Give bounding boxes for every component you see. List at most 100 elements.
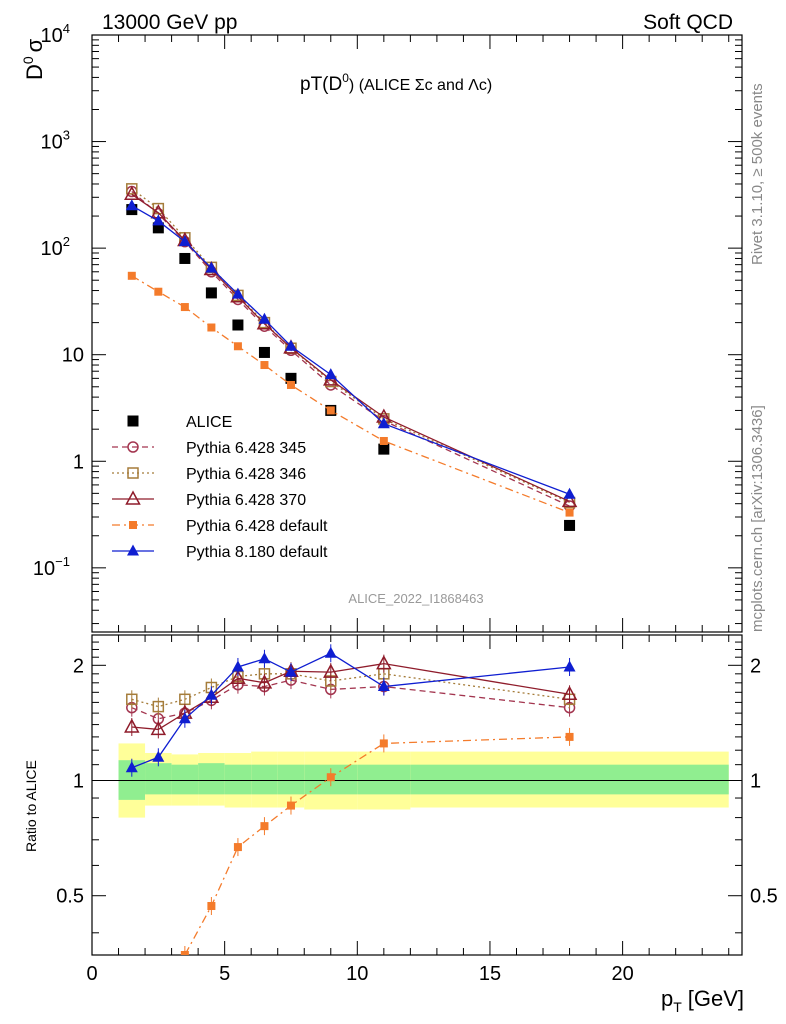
x-tick-label: 20 (611, 963, 633, 985)
main-y-tick-label-base: 10 (41, 132, 63, 154)
point-alice (179, 252, 191, 264)
point-p8 (125, 199, 138, 211)
ratio-point-p8 (284, 665, 297, 677)
header-left: 13000 GeV pp (102, 11, 237, 34)
point-pdefault (565, 508, 574, 517)
ratio-ylabel: Ratio to ALICE (23, 760, 39, 852)
side-text-rivet: Rivet 3.1.10, ≥ 500k events (749, 83, 766, 265)
ratio-y-tick-label-right: 1 (750, 771, 761, 793)
ratio-band-inner (357, 764, 411, 795)
ratio-y-tick-label: 2 (73, 655, 84, 677)
legend-marker-alice (127, 415, 139, 427)
legend-label-p370: Pythia 6.428 370 (186, 492, 306, 509)
x-tick-label: 15 (479, 963, 501, 985)
point-alice (205, 287, 217, 299)
ratio-point-pdefault (260, 822, 269, 831)
ratio-point-p8 (563, 660, 576, 672)
legend-label-pdefault: Pythia 6.428 default (186, 518, 328, 535)
point-p346 (126, 183, 138, 195)
main-y-tick-label-base: 10 (41, 25, 63, 47)
ratio-point-p8 (125, 761, 138, 773)
main-y-tick-label-exp: −1 (55, 554, 70, 569)
ratio-y-tick-label: 1 (73, 771, 84, 793)
main-title: pT(D0) (ALICE Σc and Λc) (300, 71, 492, 95)
ratio-band-inner (224, 764, 252, 795)
point-p370 (561, 492, 578, 508)
point-alice (232, 319, 244, 331)
x-tick-label: 0 (86, 963, 97, 985)
ratio-line-p370 (131, 662, 570, 731)
ratio-band-inner (171, 764, 199, 795)
point-pdefault (180, 303, 189, 312)
main-title-rest: ) (ALICE Σc and Λc) (349, 77, 492, 94)
main-y-tick-label-base: 10 (41, 238, 63, 260)
ratio-band-inner (198, 763, 225, 795)
ratio-band-inner (277, 764, 305, 795)
ratio-point-pdefault (286, 801, 295, 810)
ratio-point-p8 (377, 680, 390, 692)
ratio-frame (91, 634, 743, 956)
point-p8 (324, 368, 337, 380)
ratio-band-inner (145, 763, 172, 795)
ratio-line-p345 (131, 679, 570, 720)
main-ylabel-sigma: σ (22, 38, 47, 52)
x-tick-label: 5 (219, 963, 230, 985)
point-alice (258, 346, 270, 358)
ratio-point-pdefault (565, 732, 574, 741)
legend: ALICE Pythia 6.428 345 Pythia 6.428 346 Pyt… (112, 414, 328, 561)
point-p8 (152, 214, 165, 226)
point-p8 (258, 312, 271, 324)
point-pdefault (286, 380, 295, 389)
ratio-panel: 0 5 10 15 20 0.5 0.5 1 1 2 2 (56, 634, 778, 1022)
ratio-band-inner (251, 764, 278, 795)
ratio-point-pdefault (128, 1014, 136, 1022)
point-alice (378, 443, 390, 455)
ratio-point-p370 (561, 685, 578, 701)
ratio-point-p8 (231, 660, 244, 672)
ratio-point-p370 (256, 674, 273, 689)
main-y-tick-label: 103 (41, 128, 70, 154)
ratio-point-p370 (230, 669, 246, 685)
main-y-tick-label-exp: 4 (63, 21, 70, 36)
ratio-y-tick-label: 0.5 (56, 886, 84, 908)
point-p8 (178, 235, 191, 247)
point-pdefault (154, 287, 163, 296)
ratio-point-p346 (152, 700, 165, 713)
ratio-point-p8 (205, 688, 218, 700)
legend-label-p8: Pythia 8.180 default (186, 544, 328, 561)
ratio-point-pdefault (207, 902, 216, 911)
svg-text:D0σ: D0 σ (20, 38, 47, 80)
main-y-tick-label-exp: 3 (63, 128, 70, 143)
ratio-y-tick-label-right: 0.5 (750, 886, 778, 908)
main-y-tick-label: 104 (41, 21, 70, 47)
ratio-point-p370 (376, 655, 392, 670)
point-alice (285, 372, 297, 384)
main-y-tick-label-exp: 2 (63, 234, 70, 249)
main-y-tick-label: 1 (73, 451, 84, 473)
main-ylabel-d: D (22, 64, 47, 80)
x-axis-label-sub: T (673, 999, 682, 1015)
point-alice (564, 519, 576, 531)
main-y-tick-label: 102 (41, 234, 70, 260)
ratio-point-pdefault (379, 739, 388, 748)
ratio-point-p8 (178, 712, 191, 724)
ratio-point-pdefault (180, 951, 189, 955)
main-title-sup: 0 (342, 71, 349, 85)
ratio-point-p8 (258, 652, 271, 664)
point-p8 (563, 487, 576, 499)
ratio-point-p370 (323, 663, 339, 678)
legend-label-alice: ALICE (186, 414, 232, 431)
main-y-tick-label-base: 10 (33, 558, 55, 580)
main-y-tick-label-base: 1 (73, 451, 84, 473)
ratio-point-p8 (152, 750, 165, 762)
point-pdefault (127, 271, 136, 280)
series-line-p345 (131, 190, 570, 507)
legend-marker-p346 (127, 467, 139, 479)
ratio-line-p8 (131, 652, 570, 769)
legend-label-p345: Pythia 6.428 345 (186, 440, 306, 457)
ratio-band-inner (410, 764, 729, 795)
x-axis-label-unit: [GeV] (688, 986, 744, 1011)
point-p8 (231, 287, 244, 299)
